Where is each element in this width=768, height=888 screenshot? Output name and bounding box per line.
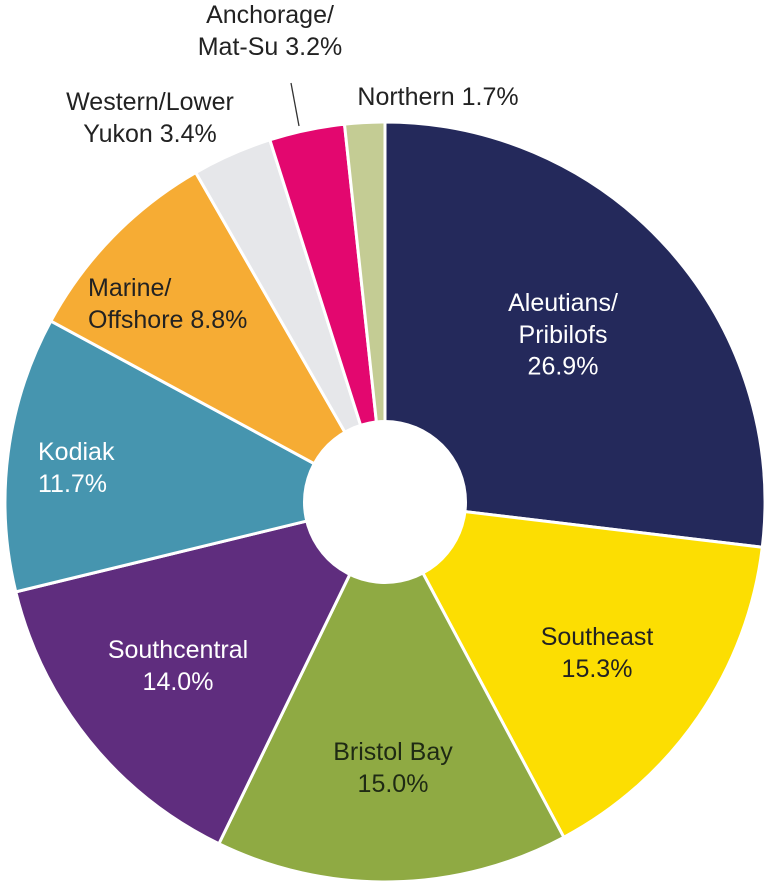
- donut-hole: [303, 420, 467, 584]
- label-line: Mat-Su 3.2%: [198, 33, 343, 61]
- label-line: Western/Lower: [66, 88, 234, 116]
- label-line: 15.0%: [358, 770, 429, 798]
- label-line: Offshore 8.8%: [88, 306, 247, 334]
- leader-line-anchorage-mat-su: [290, 82, 300, 127]
- slice-aleutians-pribilofs: [383, 120, 767, 549]
- label-line: Southcentral: [108, 636, 248, 664]
- label-southeast: Southeast 15.3%: [541, 623, 654, 683]
- label-western-lower-yukon: Western/Lower Yukon 3.4%: [66, 88, 234, 148]
- label-aleutians-pribilofs: Aleutians/Pribilofs 26.9%: [508, 289, 618, 381]
- slice-bristol-bay: [217, 500, 566, 884]
- label-marine-offshore: Marine/Offshore 8.8%: [88, 274, 247, 334]
- label-line: 14.0%: [143, 668, 214, 696]
- chart-slices: [3, 120, 767, 884]
- slice-southcentral: [14, 500, 387, 846]
- label-kodiak: Kodiak 11.7%: [38, 438, 115, 498]
- slice-labels: Aleutians/Pribilofs 26.9% Southeast 15.3% Br…: [38, 1, 653, 798]
- label-line: Aleutians/: [508, 289, 618, 317]
- slice-southeast: [383, 500, 764, 839]
- label-line: Southeast: [541, 623, 654, 651]
- label-line: Marine/: [88, 274, 171, 302]
- label-line: Northern 1.7%: [357, 83, 518, 111]
- slice-northern: [342, 120, 387, 504]
- label-southcentral: Southcentral 14.0%: [108, 636, 248, 696]
- label-line: Kodiak: [38, 438, 115, 466]
- label-line: 26.9%: [528, 353, 599, 381]
- label-line: Pribilofs: [519, 321, 608, 349]
- label-line: 15.3%: [562, 655, 633, 683]
- leader-lines: [290, 82, 300, 127]
- label-northern: Northern 1.7%: [357, 83, 518, 111]
- label-line: Yukon 3.4%: [83, 120, 216, 148]
- label-line: Bristol Bay: [333, 738, 453, 766]
- slice-marine-offshore: [49, 171, 387, 504]
- label-line: 11.7%: [38, 470, 107, 498]
- label-bristol-bay: Bristol Bay 15.0%: [333, 738, 453, 798]
- slice-kodiak: [3, 319, 387, 594]
- label-line: Anchorage/: [206, 1, 334, 29]
- label-anchorage-mat-su: Anchorage/Mat-Su 3.2%: [198, 1, 343, 61]
